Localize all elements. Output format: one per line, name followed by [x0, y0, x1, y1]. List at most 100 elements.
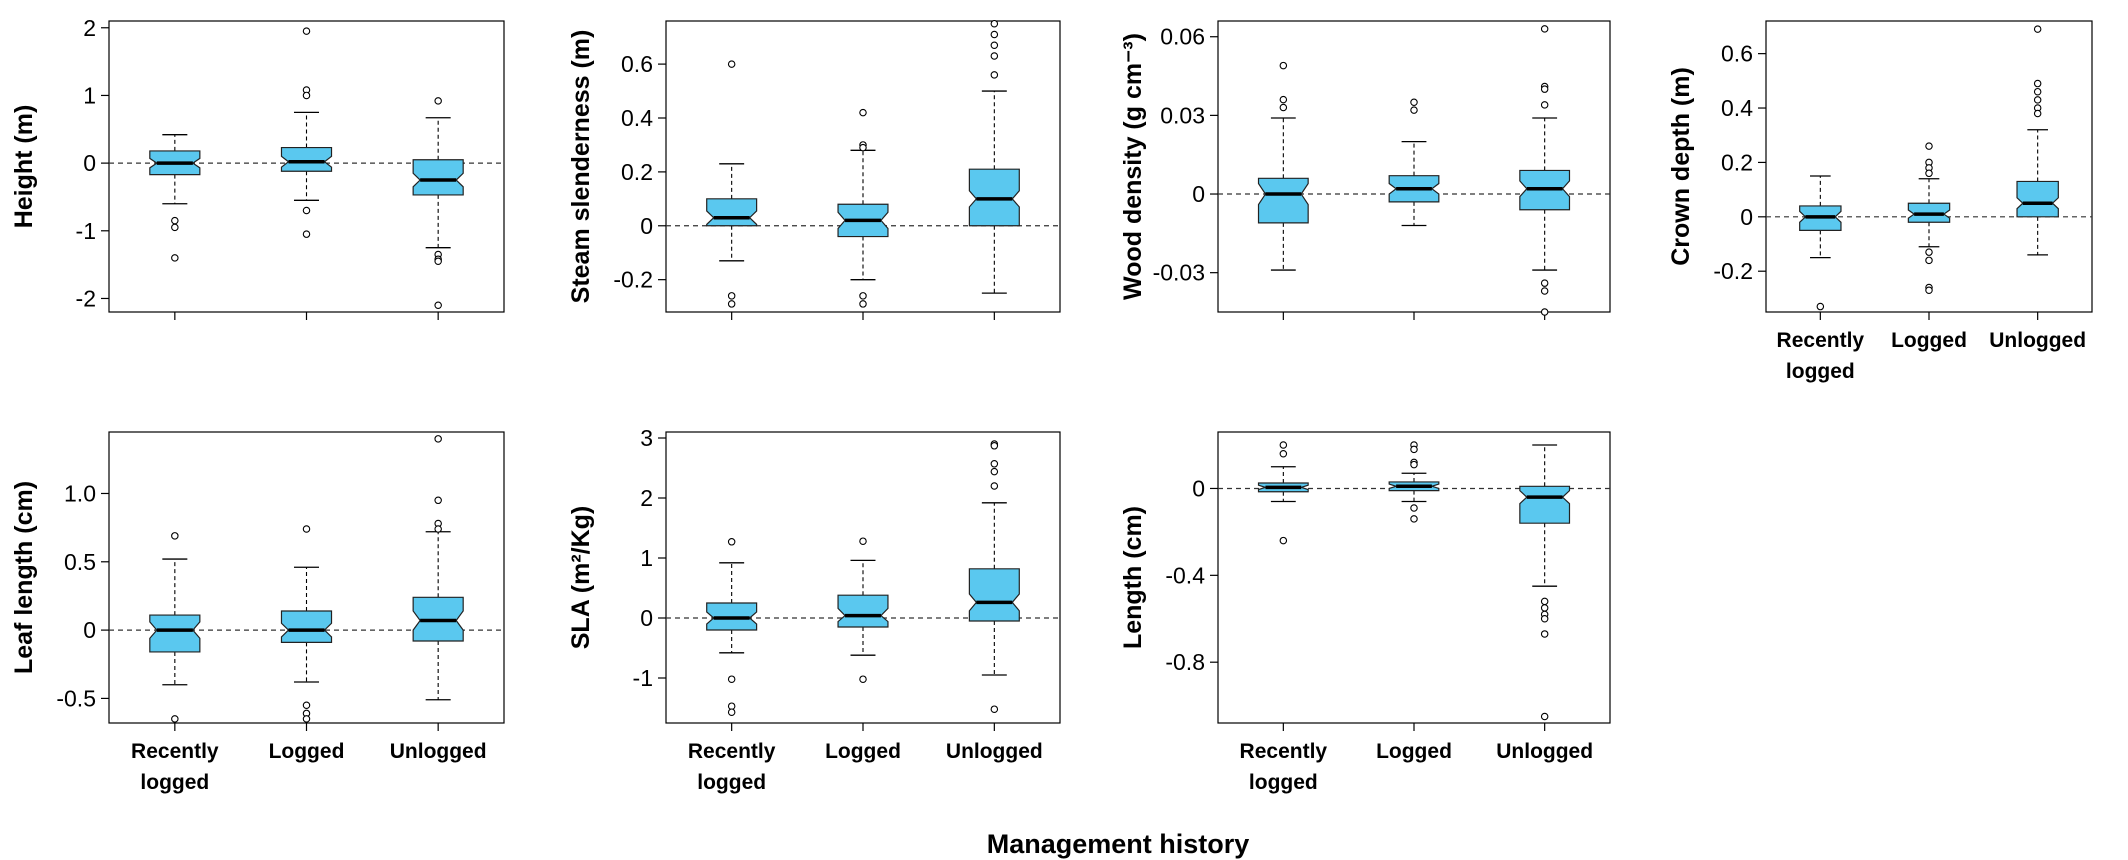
y-tick-label: -0.03 — [1153, 260, 1205, 286]
outlier-point — [1925, 256, 1933, 265]
outlier-point — [434, 97, 442, 105]
outlier-point — [1279, 449, 1288, 458]
y-tick-label: 0 — [640, 213, 653, 239]
outlier-point — [1279, 441, 1288, 449]
outlier-point — [1925, 286, 1933, 294]
panel-length: -0.8 -0.4 0 Length (cm) Recently logged Logged… — [1119, 431, 1611, 794]
y-tick-label: -0.8 — [1165, 649, 1205, 675]
panel-steam-slenderness: -0.2 0 0.2 0.4 0.6 Steam slenderness (m) — [567, 19, 1061, 320]
outlier-point — [171, 254, 179, 262]
box-body — [1519, 485, 1571, 524]
box-recently-logged — [1257, 441, 1309, 545]
panel-sla: -1 0 1 2 3 SLA (m²/Kg) Recently logged Logged Unl… — [567, 425, 1061, 794]
y-axis-label: Crown depth (m) — [1667, 67, 1695, 266]
outlier-point — [859, 292, 867, 300]
box-unlogged — [412, 435, 464, 701]
x-tick-label: Recently logged — [131, 740, 219, 794]
outlier-point — [990, 30, 999, 39]
outlier-point — [171, 216, 179, 225]
y-axis-label: Length (cm) — [1119, 506, 1147, 649]
x-tick-label-line: logged — [1786, 360, 1855, 383]
box-recently-logged — [706, 538, 758, 716]
outlier-point — [1540, 308, 1549, 316]
y-tick-label: 0 — [1740, 204, 1753, 230]
y-tick-label: -1 — [76, 218, 96, 244]
outlier-point — [990, 52, 999, 60]
y-tick-label: 0.5 — [64, 549, 96, 575]
y-tick-label: 0 — [83, 617, 96, 643]
y-tick-label: -1 — [633, 665, 653, 691]
y-tick-label: -0.2 — [1713, 258, 1753, 284]
y-tick-label: 1 — [640, 545, 653, 571]
outlier-point — [859, 108, 867, 117]
outlier-point — [1540, 25, 1549, 33]
outlier-point — [302, 27, 311, 35]
box-body — [968, 568, 1020, 622]
x-tick-label-line: logged — [140, 771, 209, 794]
outlier-point — [302, 715, 311, 723]
box-logged — [837, 537, 889, 683]
outlier-point — [1540, 630, 1549, 638]
y-tick-label: 2 — [83, 15, 96, 41]
outlier-point — [302, 91, 311, 100]
outlier-point — [859, 300, 867, 308]
outlier-point — [1540, 279, 1549, 287]
y-tick-label: 0.06 — [1160, 24, 1205, 50]
panels-group: -2 -1 0 1 2 Height (m) -0.2 0 0.2 0.4 0.6 Steam sle… — [10, 15, 2093, 794]
outlier-point — [434, 435, 442, 443]
y-tick-label: 0.6 — [1721, 41, 1753, 67]
box-logged — [1388, 441, 1440, 523]
y-axis-label: Wood density (g cm⁻³) — [1119, 33, 1147, 300]
outlier-point — [1279, 103, 1288, 112]
y-axis-label: Height (m) — [10, 105, 38, 229]
outlier-point — [2033, 109, 2042, 118]
box-logged — [280, 27, 333, 238]
outlier-point — [727, 60, 736, 68]
box-logged — [837, 108, 889, 308]
box-body — [837, 594, 889, 628]
y-tick-label: 0 — [1192, 475, 1205, 501]
x-tick-label: Unlogged — [946, 740, 1043, 763]
x-tick-label: Logged — [269, 740, 345, 763]
outlier-point — [1410, 515, 1418, 523]
outlier-point — [1410, 98, 1418, 107]
y-tick-label: 0 — [1192, 181, 1205, 207]
outlier-point — [859, 537, 867, 545]
y-tick-label: 2 — [640, 485, 653, 511]
outlier-point — [990, 442, 999, 450]
box-unlogged — [968, 440, 1020, 713]
outlier-point — [727, 292, 736, 300]
outlier-point — [727, 300, 736, 308]
panel-wood-density: -0.03 0 0.03 0.06 Wood density (g cm⁻³) — [1119, 20, 1611, 320]
y-tick-label: 0.4 — [1721, 95, 1753, 121]
panel-crown-depth: -0.2 0 0.2 0.4 0.6 Crown depth (m) Recently log… — [1667, 20, 2093, 383]
outlier-point — [302, 230, 311, 238]
outlier-point — [727, 702, 736, 710]
outlier-point — [1540, 597, 1549, 606]
box-unlogged — [1519, 444, 1571, 721]
outlier-point — [2033, 87, 2042, 96]
y-tick-label: 3 — [640, 425, 653, 451]
y-axis-label: SLA (m²/Kg) — [567, 506, 595, 650]
outlier-point — [1410, 106, 1418, 114]
outlier-point — [2033, 25, 2042, 33]
x-tick-label-line: Recently — [131, 740, 219, 763]
outlier-point — [1410, 504, 1418, 512]
outlier-point — [1540, 712, 1549, 721]
y-tick-label: -0.2 — [613, 267, 653, 293]
y-tick-label: 1 — [83, 82, 96, 108]
box-recently-logged — [149, 532, 201, 723]
outlier-point — [1925, 169, 1933, 178]
y-tick-label: 0 — [83, 150, 96, 176]
x-tick-label-line: Recently — [688, 740, 776, 763]
x-tick-label: Recently logged — [1777, 329, 1865, 383]
outlier-point — [302, 701, 311, 709]
outlier-point — [1540, 615, 1549, 623]
outlier-point — [1925, 142, 1933, 150]
x-tick-label-line: Recently — [1240, 740, 1328, 763]
y-tick-label: 0 — [640, 605, 653, 631]
outlier-point — [990, 467, 999, 476]
y-tick-label: -0.4 — [1165, 562, 1205, 588]
outlier-point — [434, 301, 442, 309]
x-tick-label: Logged — [1891, 329, 1967, 352]
